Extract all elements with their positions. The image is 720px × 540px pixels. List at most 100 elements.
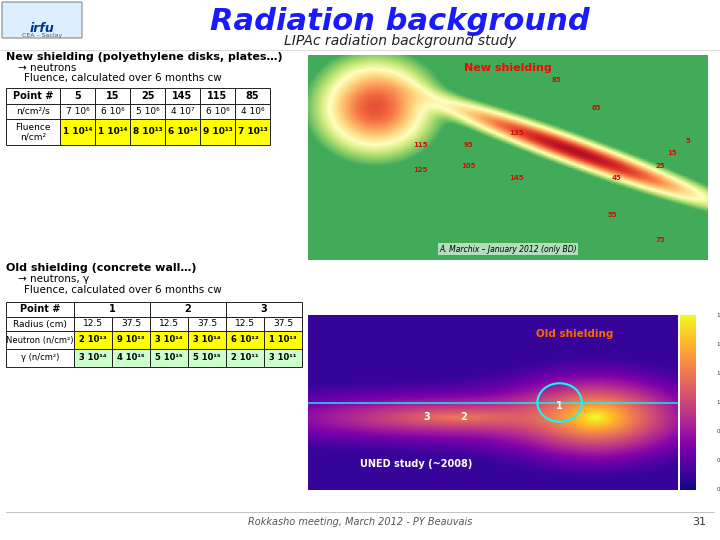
Text: 6 10⁶: 6 10⁶ <box>206 107 230 116</box>
Text: 8 10¹³: 8 10¹³ <box>132 127 162 137</box>
Bar <box>188 331 226 349</box>
Text: 135: 135 <box>509 130 523 136</box>
Text: → neutrons, γ: → neutrons, γ <box>18 274 89 284</box>
Text: 6 10¹⁴: 6 10¹⁴ <box>168 127 197 137</box>
Text: 7 10⁶: 7 10⁶ <box>66 107 89 116</box>
Bar <box>264 317 302 331</box>
Bar <box>150 349 188 367</box>
Bar <box>130 104 165 119</box>
Text: 85: 85 <box>552 77 561 83</box>
Bar <box>165 104 200 119</box>
Bar <box>6 104 60 119</box>
Text: 1: 1 <box>557 401 563 411</box>
Text: 12.5: 12.5 <box>235 320 255 328</box>
Text: 5: 5 <box>685 138 690 144</box>
Text: 45: 45 <box>611 175 621 181</box>
Text: 5: 5 <box>74 91 81 101</box>
Text: 125: 125 <box>413 167 427 173</box>
Text: 1: 1 <box>109 305 115 314</box>
Text: 2: 2 <box>460 411 467 422</box>
Bar <box>150 302 226 317</box>
Bar <box>235 88 270 104</box>
Text: 31: 31 <box>692 517 706 527</box>
Bar <box>6 349 74 367</box>
Text: 1 10¹³: 1 10¹³ <box>269 335 297 345</box>
Bar <box>226 302 302 317</box>
Text: Old shielding (concrete wall…): Old shielding (concrete wall…) <box>6 263 197 273</box>
Bar <box>130 119 165 145</box>
Bar <box>264 331 302 349</box>
Text: 3: 3 <box>423 411 430 422</box>
Text: 12.5: 12.5 <box>159 320 179 328</box>
Bar <box>226 331 264 349</box>
Text: A. Marchix – January 2012 (only BD): A. Marchix – January 2012 (only BD) <box>439 245 577 254</box>
Bar <box>200 104 235 119</box>
Bar <box>165 119 200 145</box>
Text: 37.5: 37.5 <box>121 320 141 328</box>
Text: 1 10¹⁴: 1 10¹⁴ <box>63 127 92 137</box>
Bar <box>60 119 95 145</box>
Bar <box>130 88 165 104</box>
Bar <box>235 119 270 145</box>
Text: 6 10⁶: 6 10⁶ <box>101 107 125 116</box>
Bar <box>112 349 150 367</box>
Bar <box>95 88 130 104</box>
Text: 9 10¹³: 9 10¹³ <box>117 335 145 345</box>
Text: 25: 25 <box>140 91 154 101</box>
Text: 0.1: 0.1 <box>717 429 720 434</box>
Text: 115: 115 <box>413 142 427 148</box>
Text: 3: 3 <box>261 305 267 314</box>
Text: 1: 1 <box>717 401 720 406</box>
Bar <box>6 331 74 349</box>
Text: 37.5: 37.5 <box>197 320 217 328</box>
Text: 10: 10 <box>717 370 720 376</box>
Bar <box>6 88 60 104</box>
Text: 0.001: 0.001 <box>717 487 720 492</box>
Text: 3 10¹⁴: 3 10¹⁴ <box>193 335 221 345</box>
Text: Fluence, calculated over 6 months cw: Fluence, calculated over 6 months cw <box>24 285 222 295</box>
Text: 85: 85 <box>246 91 259 101</box>
Text: 4 10¹⁵: 4 10¹⁵ <box>117 354 145 362</box>
Text: 55: 55 <box>607 212 617 218</box>
Bar <box>95 104 130 119</box>
Text: 15: 15 <box>106 91 120 101</box>
Text: Point #: Point # <box>13 91 53 101</box>
Bar <box>200 88 235 104</box>
Text: Radiation background: Radiation background <box>210 6 590 36</box>
Bar <box>226 349 264 367</box>
Bar <box>264 349 302 367</box>
Text: γ (n/cm²): γ (n/cm²) <box>21 354 59 362</box>
Text: 7 10¹³: 7 10¹³ <box>238 127 267 137</box>
Text: Rokkasho meeting, March 2012 - PY Beauvais: Rokkasho meeting, March 2012 - PY Beauva… <box>248 517 472 527</box>
Text: 0.01: 0.01 <box>717 458 720 463</box>
Bar <box>226 317 264 331</box>
Text: 65: 65 <box>591 105 600 111</box>
Text: Fluence
n/cm²: Fluence n/cm² <box>15 123 50 141</box>
Bar <box>60 104 95 119</box>
Bar <box>200 119 235 145</box>
Text: Point #: Point # <box>20 305 60 314</box>
Text: 145: 145 <box>509 175 523 181</box>
Bar <box>150 317 188 331</box>
Text: Old shielding: Old shielding <box>536 329 613 339</box>
Bar <box>188 349 226 367</box>
Text: 3 10¹¹: 3 10¹¹ <box>269 354 297 362</box>
Text: Radius (cm): Radius (cm) <box>13 320 67 328</box>
Text: 145: 145 <box>172 91 193 101</box>
Text: UNED study (~2008): UNED study (~2008) <box>360 459 472 469</box>
Bar <box>6 317 74 331</box>
Text: 105: 105 <box>461 163 475 168</box>
Text: 3 10¹⁴: 3 10¹⁴ <box>79 354 107 362</box>
Text: 4 10⁶: 4 10⁶ <box>240 107 264 116</box>
Bar <box>6 119 60 145</box>
Bar <box>60 88 95 104</box>
Bar <box>74 349 112 367</box>
Text: 5 10⁶: 5 10⁶ <box>135 107 159 116</box>
Text: 37.5: 37.5 <box>273 320 293 328</box>
Text: 5 10¹⁵: 5 10¹⁵ <box>193 354 221 362</box>
Text: New shielding: New shielding <box>464 63 552 73</box>
Bar <box>188 317 226 331</box>
Text: n/cm²/s: n/cm²/s <box>16 107 50 116</box>
Bar <box>165 88 200 104</box>
Text: 115: 115 <box>207 91 228 101</box>
